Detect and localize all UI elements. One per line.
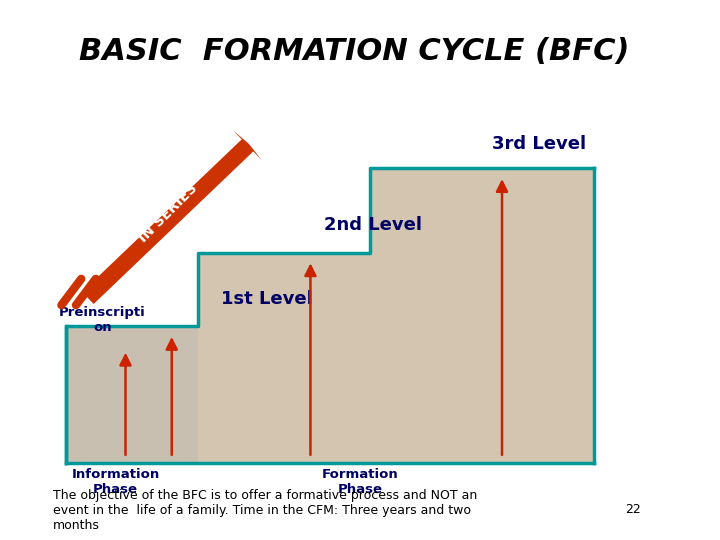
Text: 3rd Level: 3rd Level <box>492 134 586 153</box>
Polygon shape <box>66 168 595 463</box>
Text: 22: 22 <box>625 503 641 516</box>
Text: The objective of the BFC is to offer a formative process and NOT an
event in the: The objective of the BFC is to offer a f… <box>53 489 477 532</box>
Text: 2nd Level: 2nd Level <box>324 216 422 234</box>
FancyBboxPatch shape <box>198 253 370 463</box>
Text: BASIC  FORMATION CYCLE (BFC): BASIC FORMATION CYCLE (BFC) <box>79 37 630 66</box>
FancyBboxPatch shape <box>66 326 198 463</box>
FancyBboxPatch shape <box>66 326 198 463</box>
Text: 1st Level: 1st Level <box>221 290 313 308</box>
Text: Preinscripti
on: Preinscripti on <box>59 306 145 334</box>
Text: IN SERIES: IN SERIES <box>137 181 200 245</box>
Text: Information
Phase: Information Phase <box>71 468 160 496</box>
Text: Formation
Phase: Formation Phase <box>322 468 398 496</box>
FancyBboxPatch shape <box>370 168 595 463</box>
